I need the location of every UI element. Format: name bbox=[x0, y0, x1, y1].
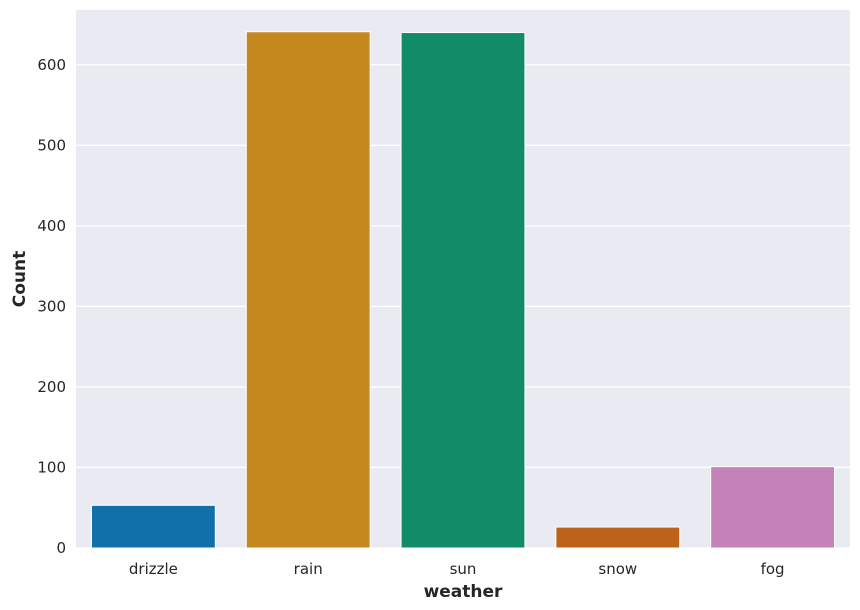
y-tick-label: 500 bbox=[37, 136, 66, 154]
bar-drizzle bbox=[90, 504, 216, 549]
y-axis-ticks: 0 100 200 300 400 500 600 bbox=[37, 56, 66, 557]
y-axis-label: Count bbox=[10, 251, 30, 308]
y-tick-label: 200 bbox=[37, 378, 66, 396]
x-tick-label: rain bbox=[294, 560, 323, 578]
x-tick-label: snow bbox=[598, 560, 637, 578]
y-tick-label: 400 bbox=[37, 217, 66, 235]
bar-fog bbox=[710, 466, 836, 549]
y-tick-label: 100 bbox=[37, 458, 66, 476]
x-axis-ticks: drizzle rain sun snow fog bbox=[129, 560, 785, 578]
x-axis-label: weather bbox=[424, 582, 503, 602]
x-tick-label: fog bbox=[761, 560, 785, 578]
bar-snow bbox=[555, 526, 681, 549]
y-tick-label: 600 bbox=[37, 56, 66, 74]
bar-sun bbox=[400, 32, 526, 549]
x-tick-label: drizzle bbox=[129, 560, 178, 578]
bar-rain bbox=[245, 31, 371, 549]
bars bbox=[90, 31, 836, 549]
y-tick-label: 300 bbox=[37, 297, 66, 315]
y-tick-label: 0 bbox=[56, 539, 66, 557]
x-tick-label: sun bbox=[450, 560, 477, 578]
